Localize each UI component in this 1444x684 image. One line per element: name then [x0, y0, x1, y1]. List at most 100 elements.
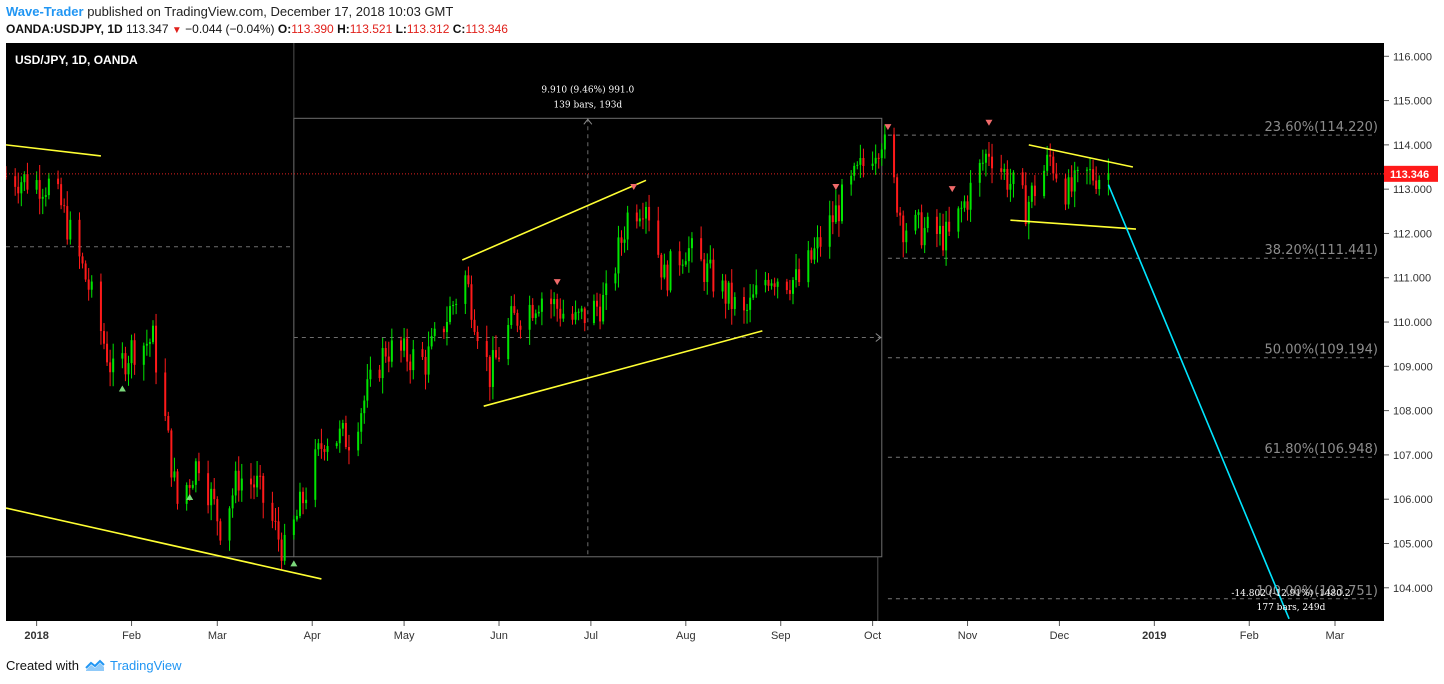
candle-body — [733, 296, 736, 309]
candle-body — [133, 340, 136, 365]
candle-body — [837, 205, 840, 222]
candle-body — [709, 259, 712, 264]
candle-body — [562, 313, 565, 319]
fib-level-label: 50.00%(109.194) — [1265, 343, 1378, 358]
candle-body — [681, 264, 684, 266]
candle-body — [363, 400, 366, 414]
sell-signal-down-arrow-icon — [884, 124, 892, 131]
candle-body — [449, 306, 452, 323]
candle-body — [727, 282, 730, 304]
candle-body — [210, 488, 213, 506]
candle-body — [249, 478, 252, 485]
candle-body — [344, 423, 347, 447]
candle-body — [580, 308, 583, 312]
candle-body — [213, 488, 216, 500]
price-chart[interactable]: 23.60%(114.220) 38.20%(111.441) 50.00%(109… — [6, 43, 1438, 653]
sell-signal-down-arrow-icon — [553, 279, 561, 286]
candle-body — [507, 325, 510, 360]
candle-body — [35, 180, 38, 190]
candle-body — [828, 215, 831, 247]
candle-body — [145, 343, 148, 346]
candle-body — [540, 298, 543, 312]
y-axis-tick-label: 116.000 — [1393, 51, 1432, 63]
candle-body — [1095, 180, 1098, 190]
candle-body — [452, 304, 455, 307]
x-axis-tick-label: Apr — [304, 630, 321, 642]
candle-body — [357, 431, 360, 451]
candle-body — [635, 212, 638, 222]
candle-body — [660, 254, 663, 278]
candle-body — [1006, 168, 1009, 190]
candle-body — [605, 283, 608, 295]
measure-right-arrow-icon — [875, 333, 882, 342]
down-arrow-icon: ▼ — [171, 25, 182, 36]
candle-body — [914, 214, 917, 231]
candle-body — [724, 280, 727, 304]
open-value: 113.390 — [291, 22, 334, 36]
candle-body — [185, 485, 188, 504]
candle-body — [531, 304, 534, 318]
measure-down-bars-label: 177 bars, 249d — [1257, 603, 1326, 613]
tradingview-brand[interactable]: TradingView — [110, 658, 182, 673]
candle-body — [381, 348, 384, 379]
candle-body — [1070, 177, 1073, 192]
candle-body — [960, 207, 963, 209]
candle-body — [338, 428, 341, 444]
candle-body — [403, 338, 406, 351]
candle-body — [602, 294, 605, 322]
candle-body — [274, 520, 277, 522]
measure-up-arrow-icon — [583, 118, 593, 125]
candle-body — [197, 461, 200, 474]
close-label: C: — [452, 22, 466, 36]
time-axis[interactable] — [6, 621, 1384, 653]
y-axis-tick-label: 115.000 — [1393, 96, 1432, 108]
candle-body — [574, 312, 577, 320]
candle-body — [942, 225, 945, 251]
candle-body — [127, 363, 130, 375]
candle-body — [819, 237, 822, 247]
candle-body — [749, 297, 752, 310]
candle-body — [378, 369, 381, 379]
candle-body — [966, 201, 969, 210]
candle-body — [599, 306, 602, 322]
candle-body — [87, 279, 90, 290]
candle-body — [537, 311, 540, 314]
candle-body — [409, 361, 412, 371]
candle-body — [831, 215, 834, 223]
low-value: 113.312 — [406, 22, 450, 36]
candle-body — [773, 283, 776, 287]
candle-body — [948, 221, 951, 232]
candle-body — [427, 346, 430, 375]
candle-body — [880, 149, 883, 159]
candle-body — [899, 212, 902, 216]
candle-body — [1049, 154, 1052, 157]
candle-body — [883, 134, 886, 150]
candle-body — [1033, 185, 1036, 197]
candle-body — [262, 475, 265, 503]
x-axis-tick-label: Feb — [1240, 630, 1259, 642]
candle-body — [476, 331, 479, 342]
candle-body — [298, 491, 301, 516]
candle-body — [390, 340, 393, 362]
candle-body — [400, 340, 403, 351]
trendline — [1010, 219, 1137, 230]
candle-body — [678, 251, 681, 266]
candle-body — [485, 341, 488, 357]
candle-body — [102, 331, 105, 344]
candle-body — [473, 319, 476, 332]
candle-body — [445, 322, 448, 333]
price-axis[interactable] — [1384, 43, 1438, 653]
author-link[interactable]: Wave-Trader — [6, 4, 84, 19]
price-change: −0.044 (−0.04%) — [185, 22, 275, 36]
close-value: 113.346 — [465, 22, 508, 36]
candle-body — [1046, 154, 1049, 171]
candle-body — [41, 196, 44, 199]
candle-body — [320, 443, 323, 449]
candle-body — [923, 227, 926, 246]
candle-body — [663, 264, 666, 278]
candle-body — [592, 300, 595, 324]
candle-body — [151, 325, 154, 343]
candle-body — [920, 212, 923, 246]
candle-body — [816, 237, 819, 249]
candle-body — [253, 484, 256, 488]
